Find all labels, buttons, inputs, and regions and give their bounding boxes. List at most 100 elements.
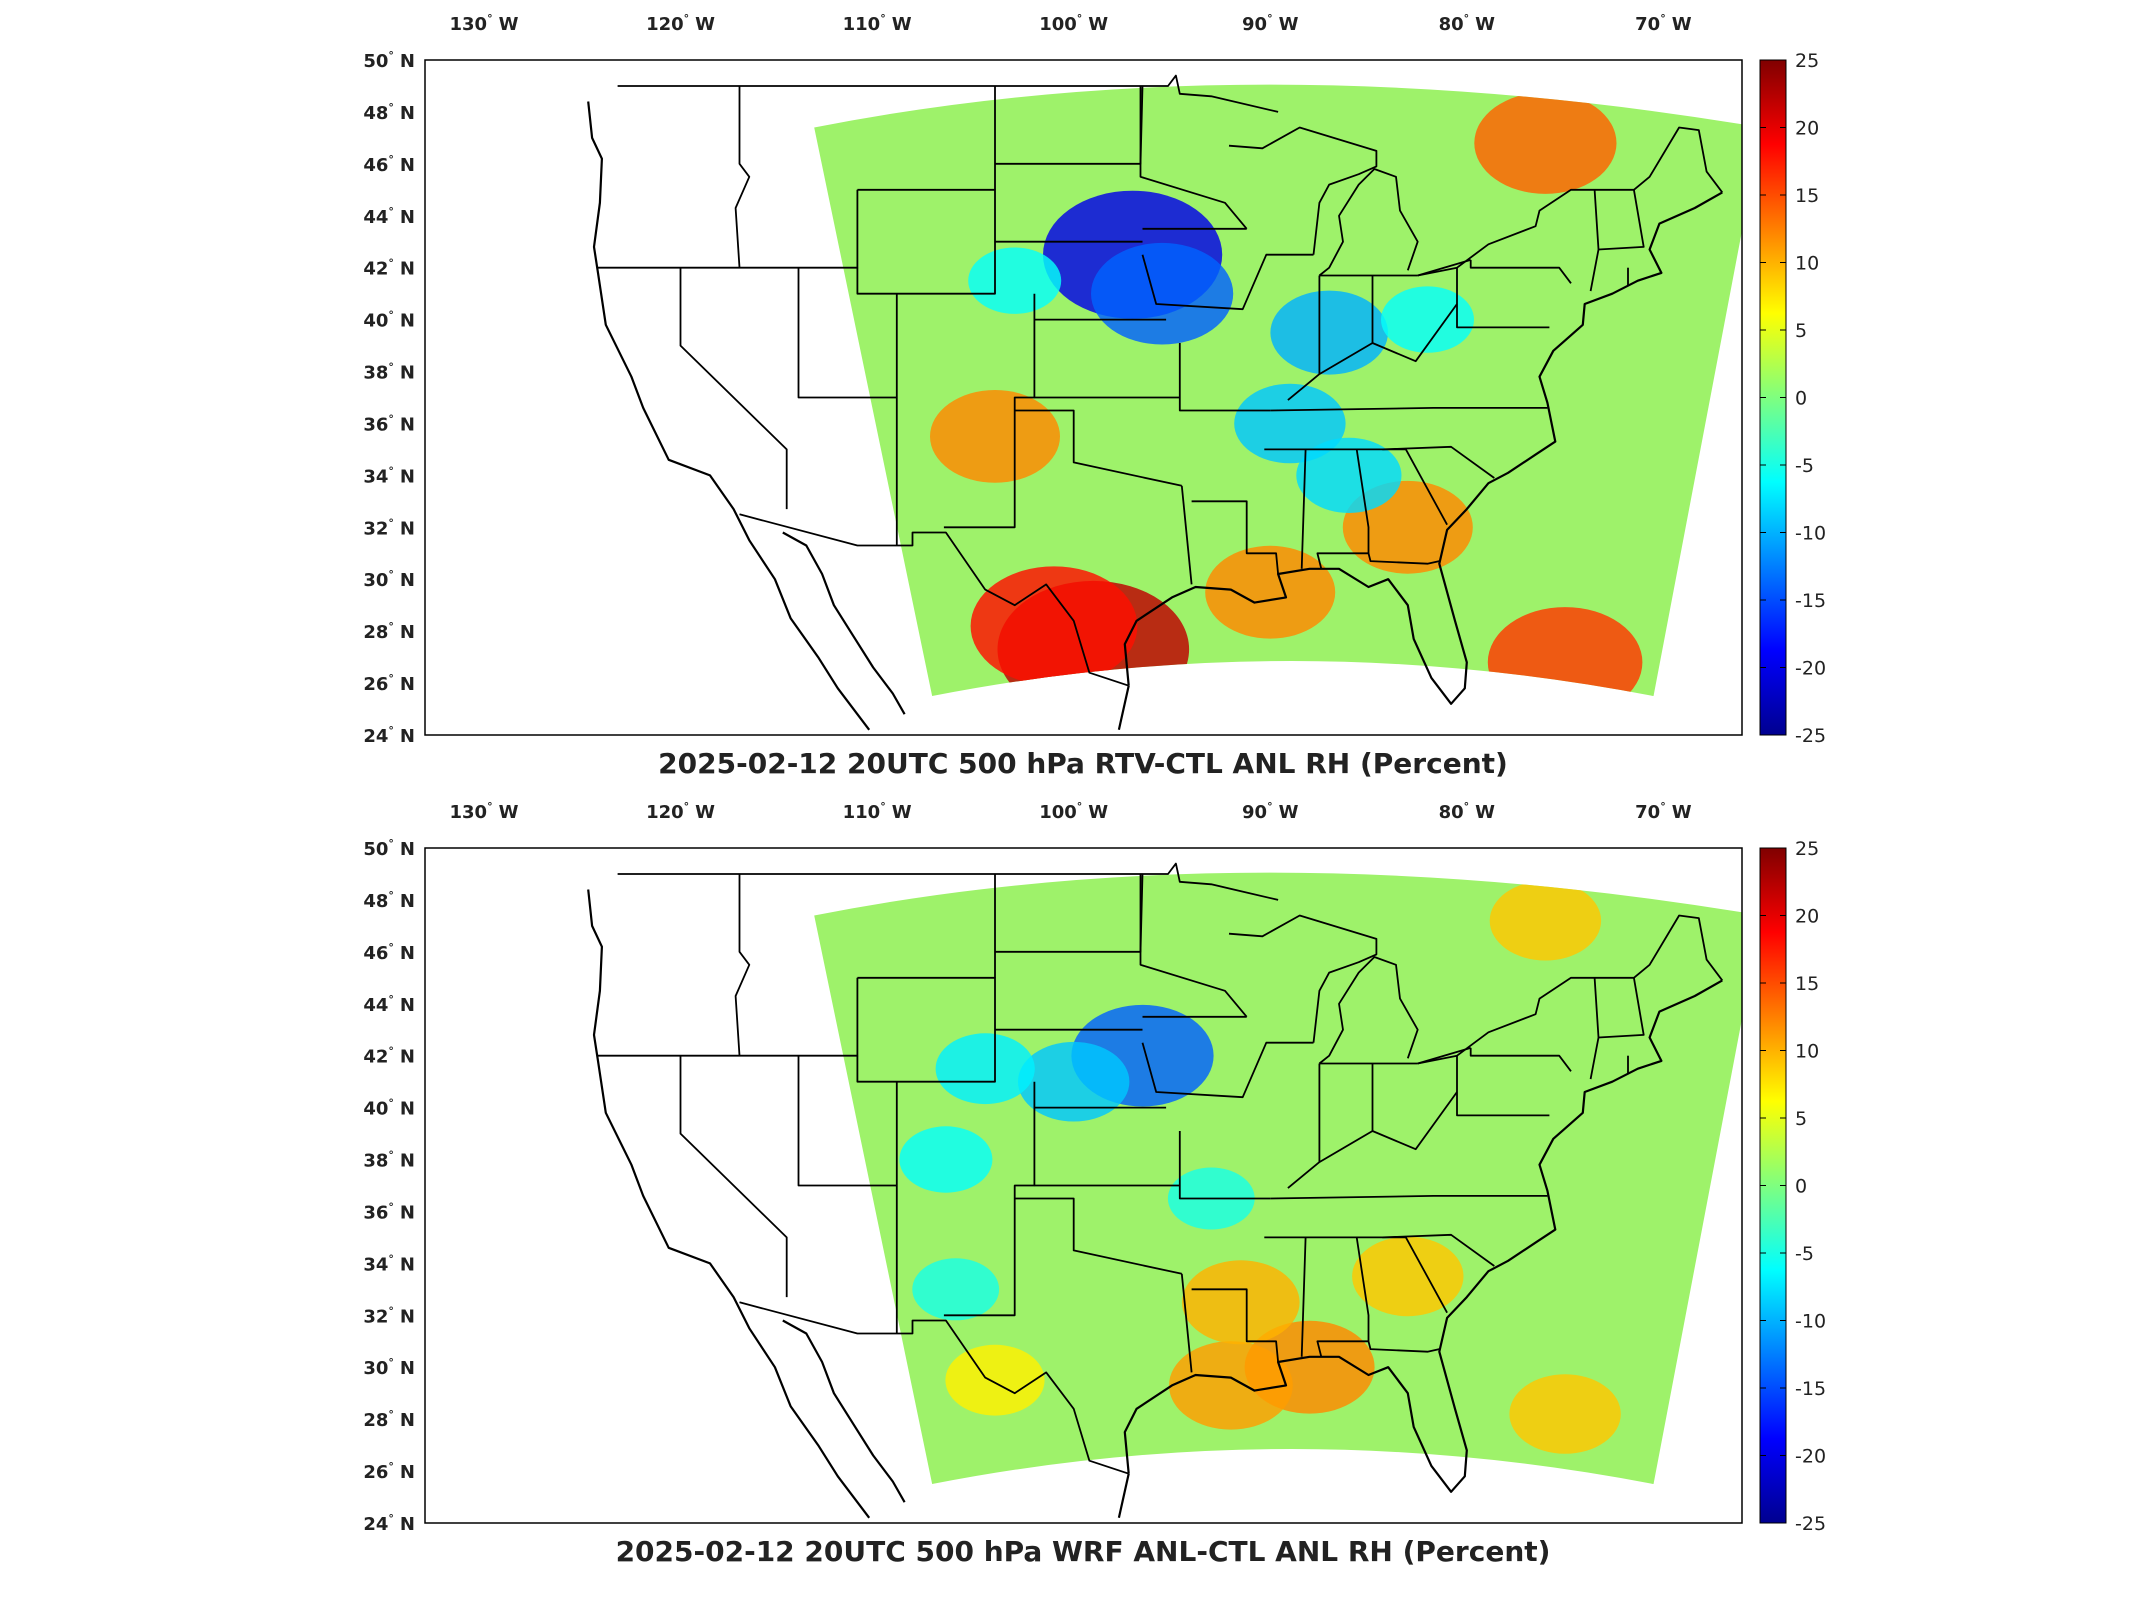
state-border [617,74,1279,113]
rh-anomaly-feature [1091,242,1234,345]
state-border [1305,448,1370,570]
lon-tick-label: 70° W [1635,800,1692,823]
colorbar-tick-label: 25 [1795,50,1819,72]
colorbar-tick-label: -25 [1795,1513,1826,1535]
state-border [1270,1195,1548,1200]
lat-tick-label: 24° N [363,724,415,747]
state-border [1228,126,1378,255]
rh-anomaly-feature [912,1258,1000,1321]
state-border [1469,1047,1572,1072]
colorbar-tick-label: 20 [1795,906,1819,928]
lon-tick-label: 80° W [1439,800,1496,823]
panel-title: 2025-02-12 20UTC 500 hPa RTV-CTL ANL RH … [658,747,1508,780]
lon-tick-label: 130° W [450,12,519,35]
lat-tick-label: 30° N [363,1356,415,1379]
rh-anomaly-feature [1296,437,1402,513]
lat-tick-label: 26° N [363,672,415,695]
colorbar-tick-label: 20 [1795,118,1819,140]
map-frame [424,59,1743,736]
state-border [1382,1233,1495,1267]
colorbar-ticks: 25 20 15 10 5 0 -5 -10 -15 -20 -25 [1760,50,1826,747]
colorbar-tick-label: 25 [1795,838,1819,860]
coastline-segment [782,531,906,715]
rh-anomaly-feature [1489,880,1602,961]
panel-title: 2025-02-12 20UTC 500 hPa WRF ANL-CTL ANL… [616,1535,1551,1568]
rh-anomaly-feature [1270,290,1388,375]
lon-tick-label: 100° W [1039,800,1108,823]
rh-anomaly-feature [1509,1374,1621,1454]
lon-tick-label: 90° W [1242,12,1299,35]
state-border [1180,485,1193,585]
state-border [1417,1047,1471,1065]
state-border [943,293,1036,529]
state-border [1014,409,1182,487]
lat-tick-label: 48° N [363,101,415,124]
state-border [856,188,996,295]
colorbar-ticks: 25 20 15 10 5 0 -5 -10 -15 -20 -25 [1760,838,1826,1535]
lon-tick-label: 80° W [1439,12,1496,35]
lat-tick-label: 34° N [363,464,415,487]
state-border [1469,259,1572,284]
colorbar-tick-label: -5 [1795,455,1814,477]
colorbar: 25 20 15 10 5 0 -5 -10 -15 -20 -25 [1759,838,1826,1535]
panel-bottom: 130° W 120° W 110° W 100° W 90° W 80° W 70° W 50° N 48°… [363,800,1826,1568]
lon-tick-label: 120° W [646,12,715,35]
coastline-segment [782,1319,906,1503]
rh-anomaly-feature [1017,1041,1130,1122]
state-border [1178,1131,1271,1200]
rh-field [814,84,1742,697]
map-frame [424,847,1743,1524]
lat-tick-label: 34° N [363,1252,415,1275]
lat-tick-label: 26° N [363,1460,415,1483]
lon-tick-label: 130° W [450,800,519,823]
state-border [1141,1041,1314,1099]
coastline-segment [1117,1473,1130,1519]
coastline-segment [1123,191,1723,705]
state-border [1367,1341,1440,1353]
state-border [1191,1288,1279,1363]
lon-tick-label: 100° W [1039,12,1108,35]
state-border [1456,267,1550,329]
state-border [1382,445,1495,479]
lat-tick-label: 38° N [363,1149,415,1172]
colorbar-tick-label: 10 [1795,253,1819,275]
lat-tick-label: 42° N [363,1045,415,1068]
state-border [679,1055,788,1298]
colorbar-tick-label: 15 [1795,185,1819,207]
colorbar-tick-label: -10 [1795,1311,1826,1333]
coastline [587,101,1723,731]
lon-tick-label: 70° W [1635,12,1692,35]
colorbar-tick-label: -20 [1795,1446,1826,1468]
state-border [734,874,751,1056]
colorbar-tick-label: -20 [1795,658,1826,680]
lon-labels-bottom: 130° W 120° W 110° W 100° W 90° W 80° W 70° W [450,800,1692,823]
lat-tick-label: 30° N [363,568,415,591]
model-domain [814,872,1742,1485]
state-border [1598,189,1645,251]
rh-anomaly-feature [1169,1341,1293,1430]
lat-tick-label: 50° N [363,49,415,72]
state-border [1178,343,1271,412]
state-border [1417,259,1471,277]
state-border [1180,1273,1193,1373]
coastline-segment [1123,979,1723,1493]
rh-anomaly-feature [945,1344,1045,1416]
lat-tick-label: 48° N [363,889,415,912]
colorbar-tick-label: -25 [1795,725,1826,747]
state-border [1417,914,1724,1065]
state-border [1318,168,1419,277]
lat-tick-label: 40° N [363,309,415,332]
lat-tick-label: 32° N [363,516,415,539]
rh-anomaly-feature [930,390,1060,483]
lat-tick-label: 46° N [363,153,415,176]
rh-anomaly-feature [1205,545,1336,639]
state-border [1456,1055,1550,1117]
state-border [797,1055,897,1187]
lon-labels-top: 130° W 120° W 110° W 100° W 90° W 80° W 70° W [450,12,1692,35]
lat-tick-label: 28° N [363,1408,415,1431]
lat-tick-label: 42° N [363,257,415,280]
state-borders [598,862,1724,1475]
state-border [1318,956,1419,1065]
rh-anomaly-feature [899,1126,993,1193]
